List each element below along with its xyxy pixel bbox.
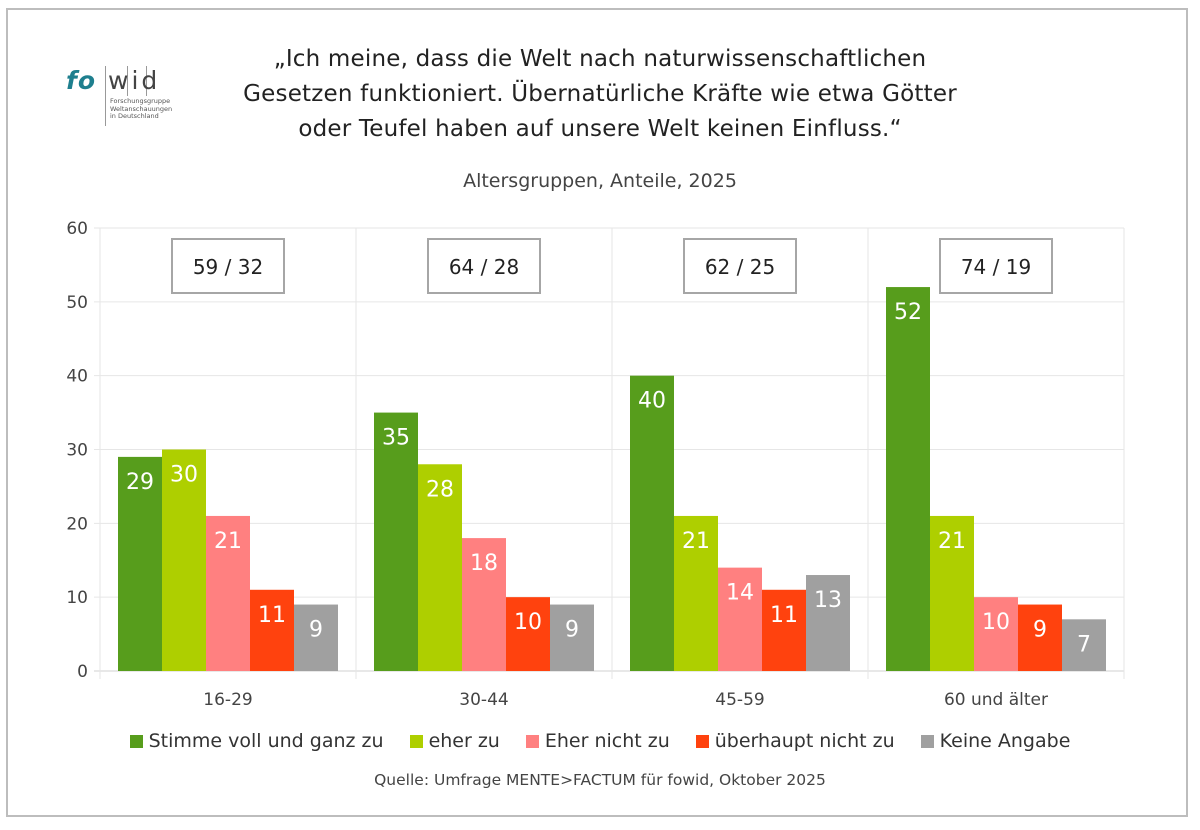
legend-item: Eher nicht zu — [525, 730, 670, 752]
legend-label: Stimme voll und ganz zu — [148, 730, 384, 752]
chart-subtitle: Altersgruppen, Anteile, 2025 — [463, 170, 737, 192]
bar-value-label: 21 — [938, 529, 966, 554]
bar — [886, 287, 930, 671]
bar-value-label: 7 — [1077, 632, 1091, 657]
chart-title-line: Gesetzen funktioniert. Übernatürliche Kr… — [243, 81, 957, 107]
bar-value-label: 9 — [1033, 618, 1047, 643]
legend-item: Stimme voll und ganz zu — [129, 730, 384, 752]
legend-swatch — [920, 734, 934, 748]
annotation-label: 59 / 32 — [193, 255, 263, 279]
legend-swatch — [129, 734, 143, 748]
bar-value-label: 10 — [982, 610, 1010, 635]
x-tick-label: 45-59 — [715, 690, 764, 710]
y-tick-label: 0 — [77, 662, 88, 682]
bar — [294, 604, 338, 671]
bar-value-label: 35 — [382, 426, 410, 451]
bar-value-label: 40 — [638, 389, 666, 414]
chart-source: Quelle: Umfrage MENTE>FACTUM für fowid, … — [374, 771, 826, 789]
annotation-box — [171, 238, 285, 294]
annotation-box — [427, 238, 541, 294]
bar — [418, 464, 462, 671]
bar — [930, 515, 974, 671]
bar — [550, 604, 594, 671]
y-tick-label: 20 — [66, 514, 88, 534]
bar — [630, 375, 674, 671]
legend-item: überhaupt nicht zu — [695, 730, 895, 752]
bar — [162, 449, 206, 671]
logo-divider — [127, 66, 128, 96]
logo-subtitle-line: Forschungsgruppe — [110, 97, 171, 105]
bar-value-label: 9 — [309, 618, 323, 643]
legend-label: Keine Angabe — [939, 730, 1071, 752]
bar — [506, 597, 550, 671]
logo-brand-left: fo — [66, 66, 97, 95]
bar — [806, 575, 850, 671]
fowid-logo: fo wid Forschungsgruppe Weltanschauungen… — [66, 66, 176, 126]
logo-divider — [105, 66, 106, 126]
logo-subtitle-line: Weltanschauungen — [110, 104, 173, 113]
bar-value-label: 28 — [426, 477, 454, 502]
y-tick-label: 50 — [66, 293, 88, 313]
bar — [250, 589, 294, 671]
legend-label: Eher nicht zu — [544, 730, 670, 752]
annotation-label: 64 / 28 — [449, 255, 519, 279]
legend-swatch — [695, 734, 709, 748]
annotation-box — [683, 238, 797, 294]
x-tick-label: 60 und älter — [944, 690, 1048, 710]
bar-value-label: 11 — [258, 603, 286, 628]
bar — [118, 456, 162, 671]
legend-swatch — [525, 734, 539, 748]
y-tick-label: 40 — [66, 367, 88, 387]
logo-subtitle: Forschungsgruppe Weltanschauungen in Deu… — [110, 97, 173, 121]
bar — [1018, 604, 1062, 671]
legend-label: eher zu — [428, 730, 500, 752]
annotation-label: 62 / 25 — [705, 255, 775, 279]
logo-subtitle-line: in Deutschland — [110, 112, 159, 120]
y-tick-label: 60 — [66, 219, 88, 239]
chart-title: „Ich meine, dass die Welt nach naturwiss… — [150, 42, 1050, 147]
chart-title-line: oder Teufel haben auf unsere Welt keinen… — [298, 116, 902, 142]
logo-brand-right: wid — [108, 66, 161, 95]
chart-legend: Stimme voll und ganz zu eher zu Eher nicht… — [0, 730, 1200, 752]
bar-value-label: 9 — [565, 618, 579, 643]
legend-item: eher zu — [409, 730, 500, 752]
bar-value-label: 52 — [894, 300, 922, 325]
logo-divider — [146, 66, 147, 96]
bar-value-label: 21 — [214, 529, 242, 554]
bar-value-label: 29 — [126, 470, 154, 495]
chart-title-line: „Ich meine, dass die Welt nach naturwiss… — [273, 46, 927, 72]
legend-label: überhaupt nicht zu — [714, 730, 895, 752]
bar-value-label: 13 — [814, 588, 842, 613]
bar-value-label: 18 — [470, 551, 498, 576]
x-tick-label: 16-29 — [203, 690, 252, 710]
bar — [762, 589, 806, 671]
bar — [462, 538, 506, 671]
bar — [718, 567, 762, 671]
bar — [206, 515, 250, 671]
bar-value-label: 10 — [514, 610, 542, 635]
bar — [974, 597, 1018, 671]
x-tick-label: 30-44 — [459, 690, 508, 710]
annotation-box — [939, 238, 1053, 294]
bar-value-label: 30 — [170, 463, 198, 488]
bar — [674, 515, 718, 671]
bar-value-label: 14 — [726, 581, 754, 606]
y-tick-label: 10 — [66, 588, 88, 608]
annotation-label: 74 / 19 — [961, 255, 1031, 279]
bar — [374, 412, 418, 671]
chart-frame — [6, 8, 1188, 817]
bar-value-label: 21 — [682, 529, 710, 554]
y-tick-label: 30 — [66, 441, 88, 461]
bar — [1062, 619, 1106, 671]
bar-value-label: 11 — [770, 603, 798, 628]
legend-swatch — [409, 734, 423, 748]
legend-item: Keine Angabe — [920, 730, 1071, 752]
